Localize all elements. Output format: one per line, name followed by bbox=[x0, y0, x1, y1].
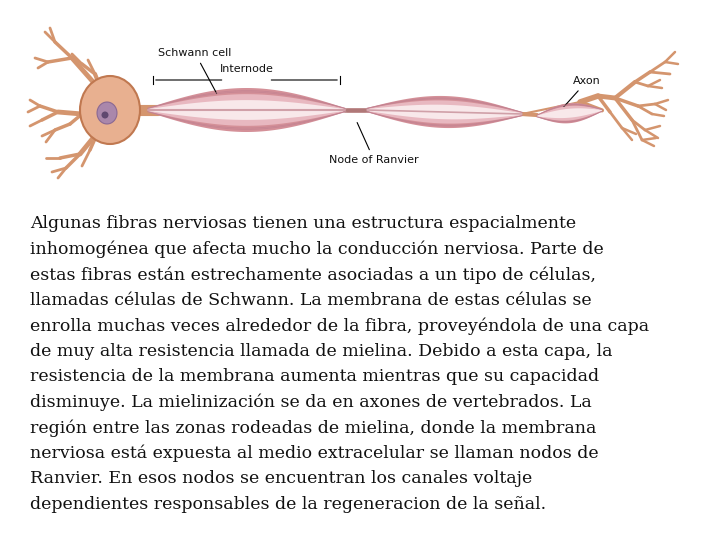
Text: Node of Ranvier: Node of Ranvier bbox=[329, 123, 419, 165]
Text: Algunas fibras nerviosas tienen una estructura espacialmente
inhomogénea que afe: Algunas fibras nerviosas tienen una estr… bbox=[30, 215, 649, 512]
Text: Schwann cell: Schwann cell bbox=[158, 48, 232, 93]
Text: Axon: Axon bbox=[554, 76, 601, 118]
Polygon shape bbox=[367, 96, 522, 128]
Ellipse shape bbox=[102, 111, 109, 118]
Polygon shape bbox=[148, 100, 345, 120]
Polygon shape bbox=[537, 103, 602, 123]
Polygon shape bbox=[148, 88, 345, 132]
Polygon shape bbox=[367, 100, 522, 124]
Polygon shape bbox=[537, 106, 602, 120]
Ellipse shape bbox=[97, 102, 117, 124]
Polygon shape bbox=[367, 105, 522, 119]
Polygon shape bbox=[148, 94, 345, 126]
Ellipse shape bbox=[80, 76, 140, 144]
Polygon shape bbox=[537, 109, 602, 118]
Text: Internode: Internode bbox=[220, 64, 274, 74]
